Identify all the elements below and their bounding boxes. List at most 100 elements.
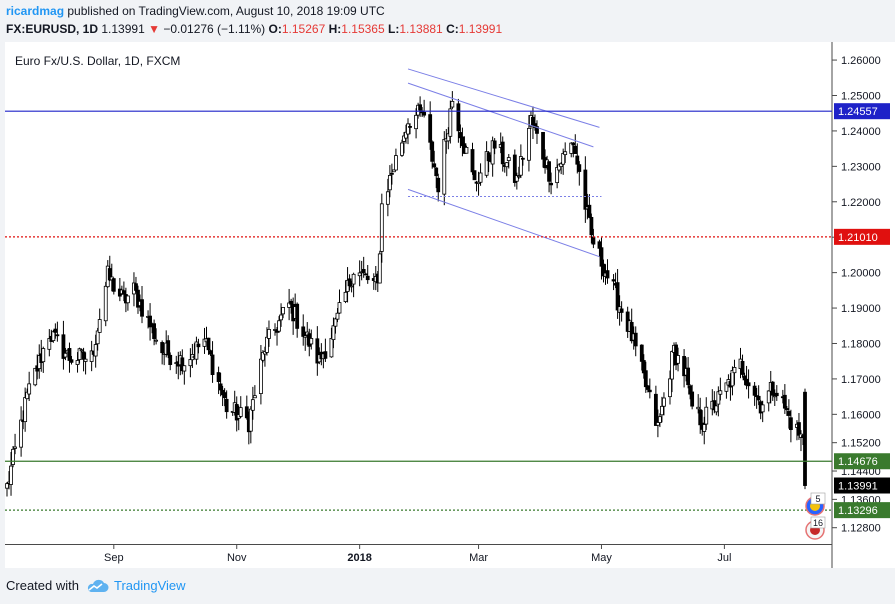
level-price-label: 1.21010 [838,232,878,244]
candle-down [456,103,461,132]
candle-down [134,283,138,291]
candle-up [261,351,265,361]
candle-up [259,358,263,394]
candle-down [222,392,227,399]
candle-down [323,351,328,359]
candle-up [561,153,566,165]
candle-down [797,422,801,436]
symbol-ohlc-line: FX:EURUSD, 1D 1.13991 ▼ −0.01276 (−1.11%… [6,22,502,36]
candle-up [281,307,285,315]
candle-up [464,147,469,154]
candle-down [615,282,620,311]
candle-up [400,142,404,156]
candle-down [639,344,644,362]
y-tick-label: 1.24000 [841,126,881,138]
x-tick-label: Sep [104,552,124,564]
candle-down [472,170,477,181]
candle-up [766,390,771,404]
badge-count: 5 [815,494,820,504]
channel-line [407,82,594,148]
header: ricardmag published on TradingView.com, … [0,0,895,42]
candle-down [148,315,152,328]
candle-up [47,338,52,350]
x-tick-label: Mar [469,552,488,564]
candle-down [541,132,545,160]
candle-up [559,163,564,167]
candle-down [206,337,211,351]
chart-title: Euro Fx/U.S. Dollar, 1D, FXCM [15,54,180,68]
candle-down [784,408,789,411]
candle-up [273,329,277,331]
candle-down [218,383,223,391]
candle-up [154,339,159,342]
candle-down [698,409,703,426]
candle-up [476,181,481,185]
candle-down [436,177,441,193]
candle-up [83,358,88,362]
candle-up [194,341,199,360]
tradingview-logo[interactable]: TradingView [85,578,186,593]
candle-up [97,319,102,333]
candle-up [335,312,340,320]
candle-up [442,138,447,195]
candle-up [41,348,46,363]
candle-up [79,349,84,352]
candle-up [126,295,130,304]
candle-down [67,348,72,361]
y-tick-label: 1.20000 [841,268,881,280]
candle-down [121,290,126,295]
candle-down [168,354,173,365]
candle-up [238,407,243,417]
candle-up [516,175,521,178]
candle-up [718,390,723,395]
candle-up [702,424,707,432]
candle-down [653,393,658,426]
candle-down [347,278,352,287]
open-label: O: [268,22,282,36]
price-chart[interactable]: 1.26000 1.25000 1.24000 1.23000 1.22000 1.210… [5,42,895,568]
candle-down [605,270,610,279]
candle-down [408,125,412,128]
candle-down [641,360,646,374]
candle-up [188,359,193,367]
candle-down [587,204,592,218]
candle-down [55,334,60,337]
candle-down [583,169,588,210]
candle-up [732,367,737,374]
candle-up [394,155,398,171]
candle-down [531,116,535,126]
candle-up [385,191,390,205]
y-tick-label: 1.17000 [841,374,881,386]
candle-down [363,273,368,276]
candle-up [19,419,24,448]
candle-down [492,140,497,149]
candle-down [629,321,634,342]
author-link[interactable]: ricardmag [6,4,65,18]
level-price-tag [834,228,890,245]
candle-up [9,465,13,485]
candle-up [414,114,418,130]
candle-up [11,448,15,465]
candle-up [265,336,269,353]
candle-down [460,136,465,147]
candle-down [742,375,747,381]
candle-down [740,360,745,375]
candle-up [557,164,562,171]
candle-up [448,108,453,137]
candle-up [760,404,765,413]
last-price: 1.13991 [101,22,145,36]
chart-area[interactable]: 1.26000 1.25000 1.24000 1.23000 1.22000 1.210… [5,42,895,568]
candle-up [490,140,495,165]
candle-down [611,279,616,282]
candle-up [514,175,519,182]
candle-down [746,382,751,387]
y-tick-label: 1.19000 [841,303,881,315]
candle-up [676,355,680,364]
candle-down [315,338,320,364]
candle-up [329,337,334,358]
candle-up [23,397,28,423]
candle-down [633,332,638,347]
candle-up [277,320,281,332]
candle-up [343,291,348,302]
candle-down [486,152,491,162]
